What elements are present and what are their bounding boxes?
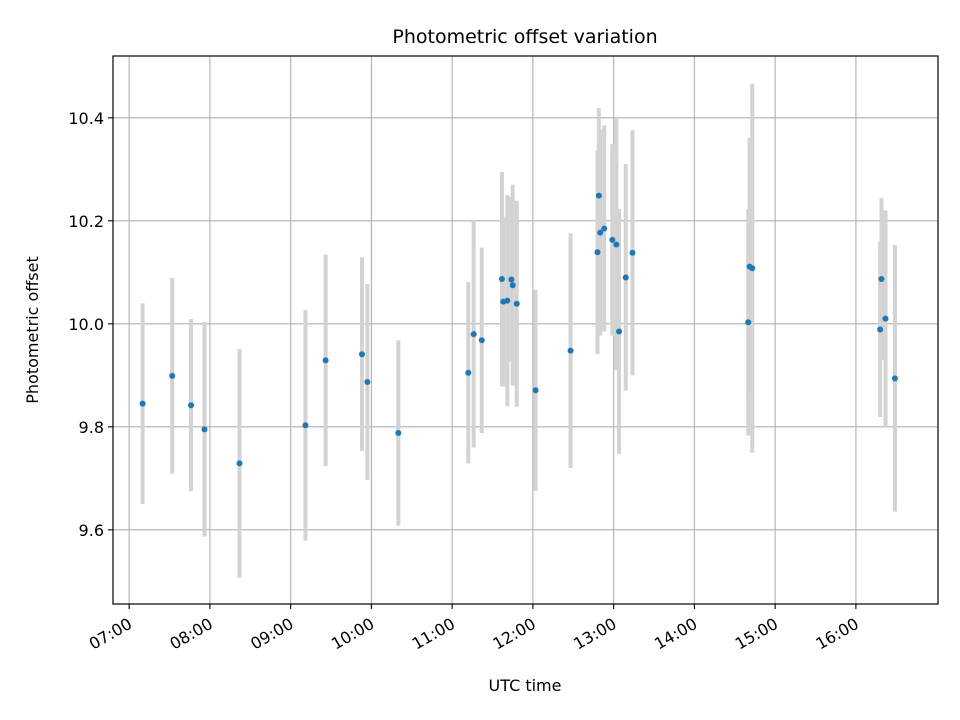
data-point [629, 249, 636, 256]
data-point [358, 351, 365, 358]
data-point [508, 276, 515, 283]
y-tick-label: 9.8 [79, 418, 104, 437]
data-point [878, 276, 885, 283]
data-point [882, 315, 889, 322]
data-point [601, 225, 608, 232]
y-tick-label: 10.4 [68, 109, 104, 128]
data-point [395, 430, 402, 437]
data-point [509, 282, 516, 289]
y-tick-label: 9.6 [79, 521, 104, 540]
y-tick-label: 10.0 [68, 315, 104, 334]
data-point [470, 331, 477, 338]
data-point [364, 379, 371, 386]
chart-title: Photometric offset variation [392, 26, 657, 48]
y-axis-ticks: 9.6 9.8 10.0 10.2 10.4 [68, 109, 113, 540]
data-point [597, 229, 604, 236]
grid [113, 56, 938, 604]
data-point [745, 319, 752, 326]
data-point [236, 460, 243, 467]
data-point [322, 357, 329, 364]
data-point [498, 276, 505, 283]
data-point [169, 372, 176, 379]
data-point [504, 297, 511, 304]
y-axis-label: Photometric offset [23, 256, 42, 404]
x-axis-label: UTC time [489, 676, 562, 695]
data-point [139, 400, 146, 407]
data-point [616, 328, 623, 335]
data-point [609, 236, 616, 243]
y-tick-label: 10.2 [68, 212, 104, 231]
data-point [478, 337, 485, 344]
data-point [613, 241, 620, 248]
data-point [595, 192, 602, 199]
data-point [513, 300, 520, 307]
data-point [594, 249, 601, 256]
data-point [891, 375, 898, 382]
data-points [139, 192, 898, 467]
data-point [302, 422, 309, 429]
data-point [532, 387, 539, 394]
data-point [749, 265, 756, 272]
data-point [877, 326, 884, 333]
data-point [622, 274, 629, 281]
data-point [567, 347, 574, 354]
data-point [465, 369, 472, 376]
data-point [201, 426, 208, 433]
data-point [188, 402, 195, 409]
plot-frame [112, 55, 939, 605]
